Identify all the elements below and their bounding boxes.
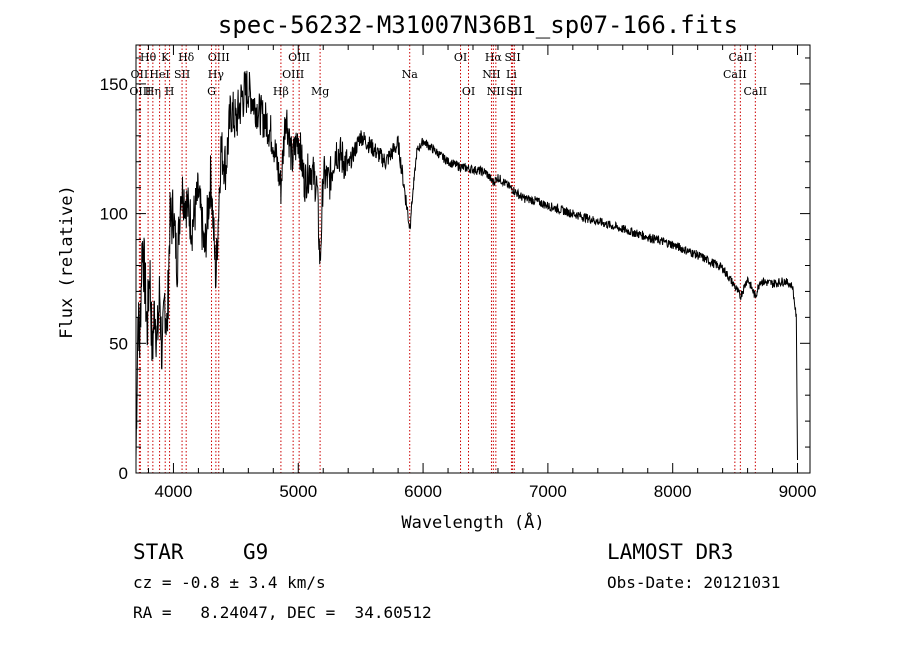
y-tick-label: 50 bbox=[109, 334, 128, 353]
x-tick-label: 7000 bbox=[529, 482, 567, 501]
line-marker-label: SII bbox=[174, 68, 190, 81]
axis-ticks: 4000 5000 6000 7000 8000 9000 0 50 100 150 bbox=[100, 45, 817, 501]
line-marker-label: Na bbox=[402, 68, 419, 81]
line-marker-label: Hδ bbox=[178, 51, 195, 64]
redshift-text: cz = -0.8 ± 3.4 km/s bbox=[133, 573, 326, 592]
line-marker-label: CaII bbox=[743, 85, 767, 98]
line-marker-label: Hβ bbox=[273, 85, 289, 98]
line-marker-label: Li bbox=[506, 68, 517, 81]
line-marker-label: Hγ bbox=[208, 68, 225, 81]
line-marker-label: NII bbox=[482, 68, 500, 81]
y-tick-label: 0 bbox=[119, 464, 128, 483]
line-marker-label: NII bbox=[487, 85, 505, 98]
line-marker-label: OIII bbox=[208, 51, 230, 64]
line-marker-label: G bbox=[207, 85, 216, 98]
spectrum-line bbox=[135, 70, 798, 461]
object-class: STAR bbox=[133, 540, 184, 564]
x-axis-label: Wavelength (Å) bbox=[401, 511, 544, 533]
line-marker-label: OII bbox=[131, 68, 149, 81]
line-marker-label: H bbox=[165, 85, 175, 98]
x-tick-label: 6000 bbox=[404, 482, 442, 501]
x-tick-label: 4000 bbox=[155, 482, 193, 501]
line-marker-label: K bbox=[161, 51, 170, 64]
line-marker-label: Hθ bbox=[140, 51, 157, 64]
y-axis-label: Flux (relative) bbox=[57, 185, 77, 339]
y-tick-label: 150 bbox=[100, 75, 128, 94]
y-tick-label: 100 bbox=[100, 205, 128, 224]
line-marker-label: Hη bbox=[145, 85, 161, 98]
x-tick-label: 9000 bbox=[779, 482, 817, 501]
object-subclass: G9 bbox=[243, 540, 268, 564]
line-marker-label: CaII bbox=[729, 51, 753, 64]
line-marker-label: OI bbox=[462, 85, 475, 98]
chart-title: spec-56232-M31007N36B1_sp07-166.fits bbox=[218, 11, 738, 39]
line-marker-label: CaII bbox=[723, 68, 747, 81]
coordinates: RA = 8.24047, DEC = 34.60512 bbox=[133, 603, 432, 622]
survey-name: LAMOST DR3 bbox=[607, 540, 733, 564]
line-marker-label: OIII bbox=[129, 85, 151, 98]
x-tick-label: 5000 bbox=[279, 482, 317, 501]
plot-frame bbox=[135, 44, 811, 474]
line-marker-label: SII bbox=[506, 85, 522, 98]
line-marker-label: SII bbox=[504, 51, 520, 64]
line-marker-label: OIII bbox=[288, 51, 310, 64]
obs-date: Obs-Date: 20121031 bbox=[607, 573, 780, 592]
line-marker-label: OI bbox=[454, 51, 467, 64]
line-marker-label: HeI bbox=[149, 68, 169, 81]
line-marker-label: Hα bbox=[485, 51, 503, 64]
line-marker-label: OIII bbox=[282, 68, 304, 81]
line-marker-label: Mg bbox=[311, 85, 329, 98]
x-tick-label: 8000 bbox=[654, 482, 692, 501]
